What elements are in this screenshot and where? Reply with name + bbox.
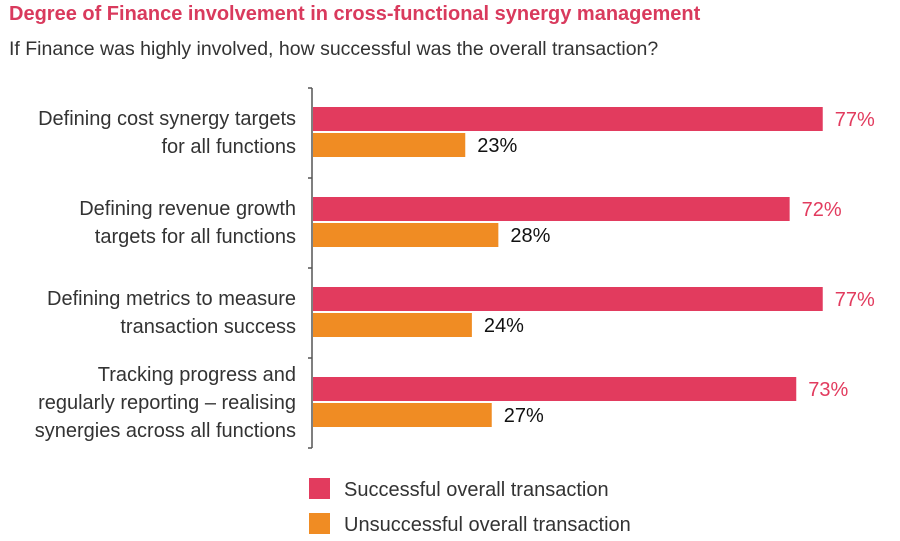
bar-unsuccessful bbox=[313, 223, 499, 247]
legend-swatch-unsuccessful bbox=[309, 513, 330, 534]
bar-unsuccessful bbox=[313, 403, 492, 427]
legend-swatch-successful bbox=[309, 478, 330, 499]
legend-label-successful: Successful overall transaction bbox=[344, 479, 609, 501]
data-label-unsuccessful: 24% bbox=[484, 315, 524, 337]
bar-unsuccessful bbox=[313, 133, 466, 157]
category-label: Defining revenue growth targets for all f… bbox=[79, 198, 296, 248]
category-label-line: Defining metrics to measure bbox=[47, 288, 296, 310]
data-label-unsuccessful: 27% bbox=[504, 405, 544, 427]
category-label-line: synergies across all functions bbox=[35, 420, 296, 442]
category-label: Defining cost synergy targets for all fun… bbox=[38, 108, 296, 158]
chart-subtitle: If Finance was highly involved, how succ… bbox=[9, 38, 659, 60]
bar-successful bbox=[313, 197, 790, 221]
category-label-line: regularly reporting – realising bbox=[38, 392, 296, 414]
category-label-line: Defining cost synergy targets bbox=[38, 108, 296, 130]
category-label-line: Defining revenue growth bbox=[79, 198, 296, 220]
bar-successful bbox=[313, 107, 823, 131]
category-label-line: targets for all functions bbox=[95, 226, 296, 248]
category-label: Defining metrics to measure transaction s… bbox=[47, 288, 296, 338]
category-label-line: transaction success bbox=[120, 316, 296, 338]
data-label-successful: 73% bbox=[808, 379, 848, 401]
data-label-unsuccessful: 23% bbox=[477, 135, 517, 157]
category-label-line: for all functions bbox=[161, 136, 296, 158]
category-label-line: Tracking progress and bbox=[98, 364, 296, 386]
bar-unsuccessful bbox=[313, 313, 472, 337]
data-label-successful: 77% bbox=[835, 289, 875, 311]
category-label: Tracking progress and regularly reporting… bbox=[35, 364, 296, 442]
chart-title: Degree of Finance involvement in cross-f… bbox=[9, 3, 701, 25]
legend-label-unsuccessful: Unsuccessful overall transaction bbox=[344, 514, 631, 536]
bar-successful bbox=[313, 287, 823, 311]
data-label-successful: 72% bbox=[802, 199, 842, 221]
data-label-unsuccessful: 28% bbox=[510, 225, 550, 247]
data-label-successful: 77% bbox=[835, 109, 875, 131]
bar-successful bbox=[313, 377, 797, 401]
